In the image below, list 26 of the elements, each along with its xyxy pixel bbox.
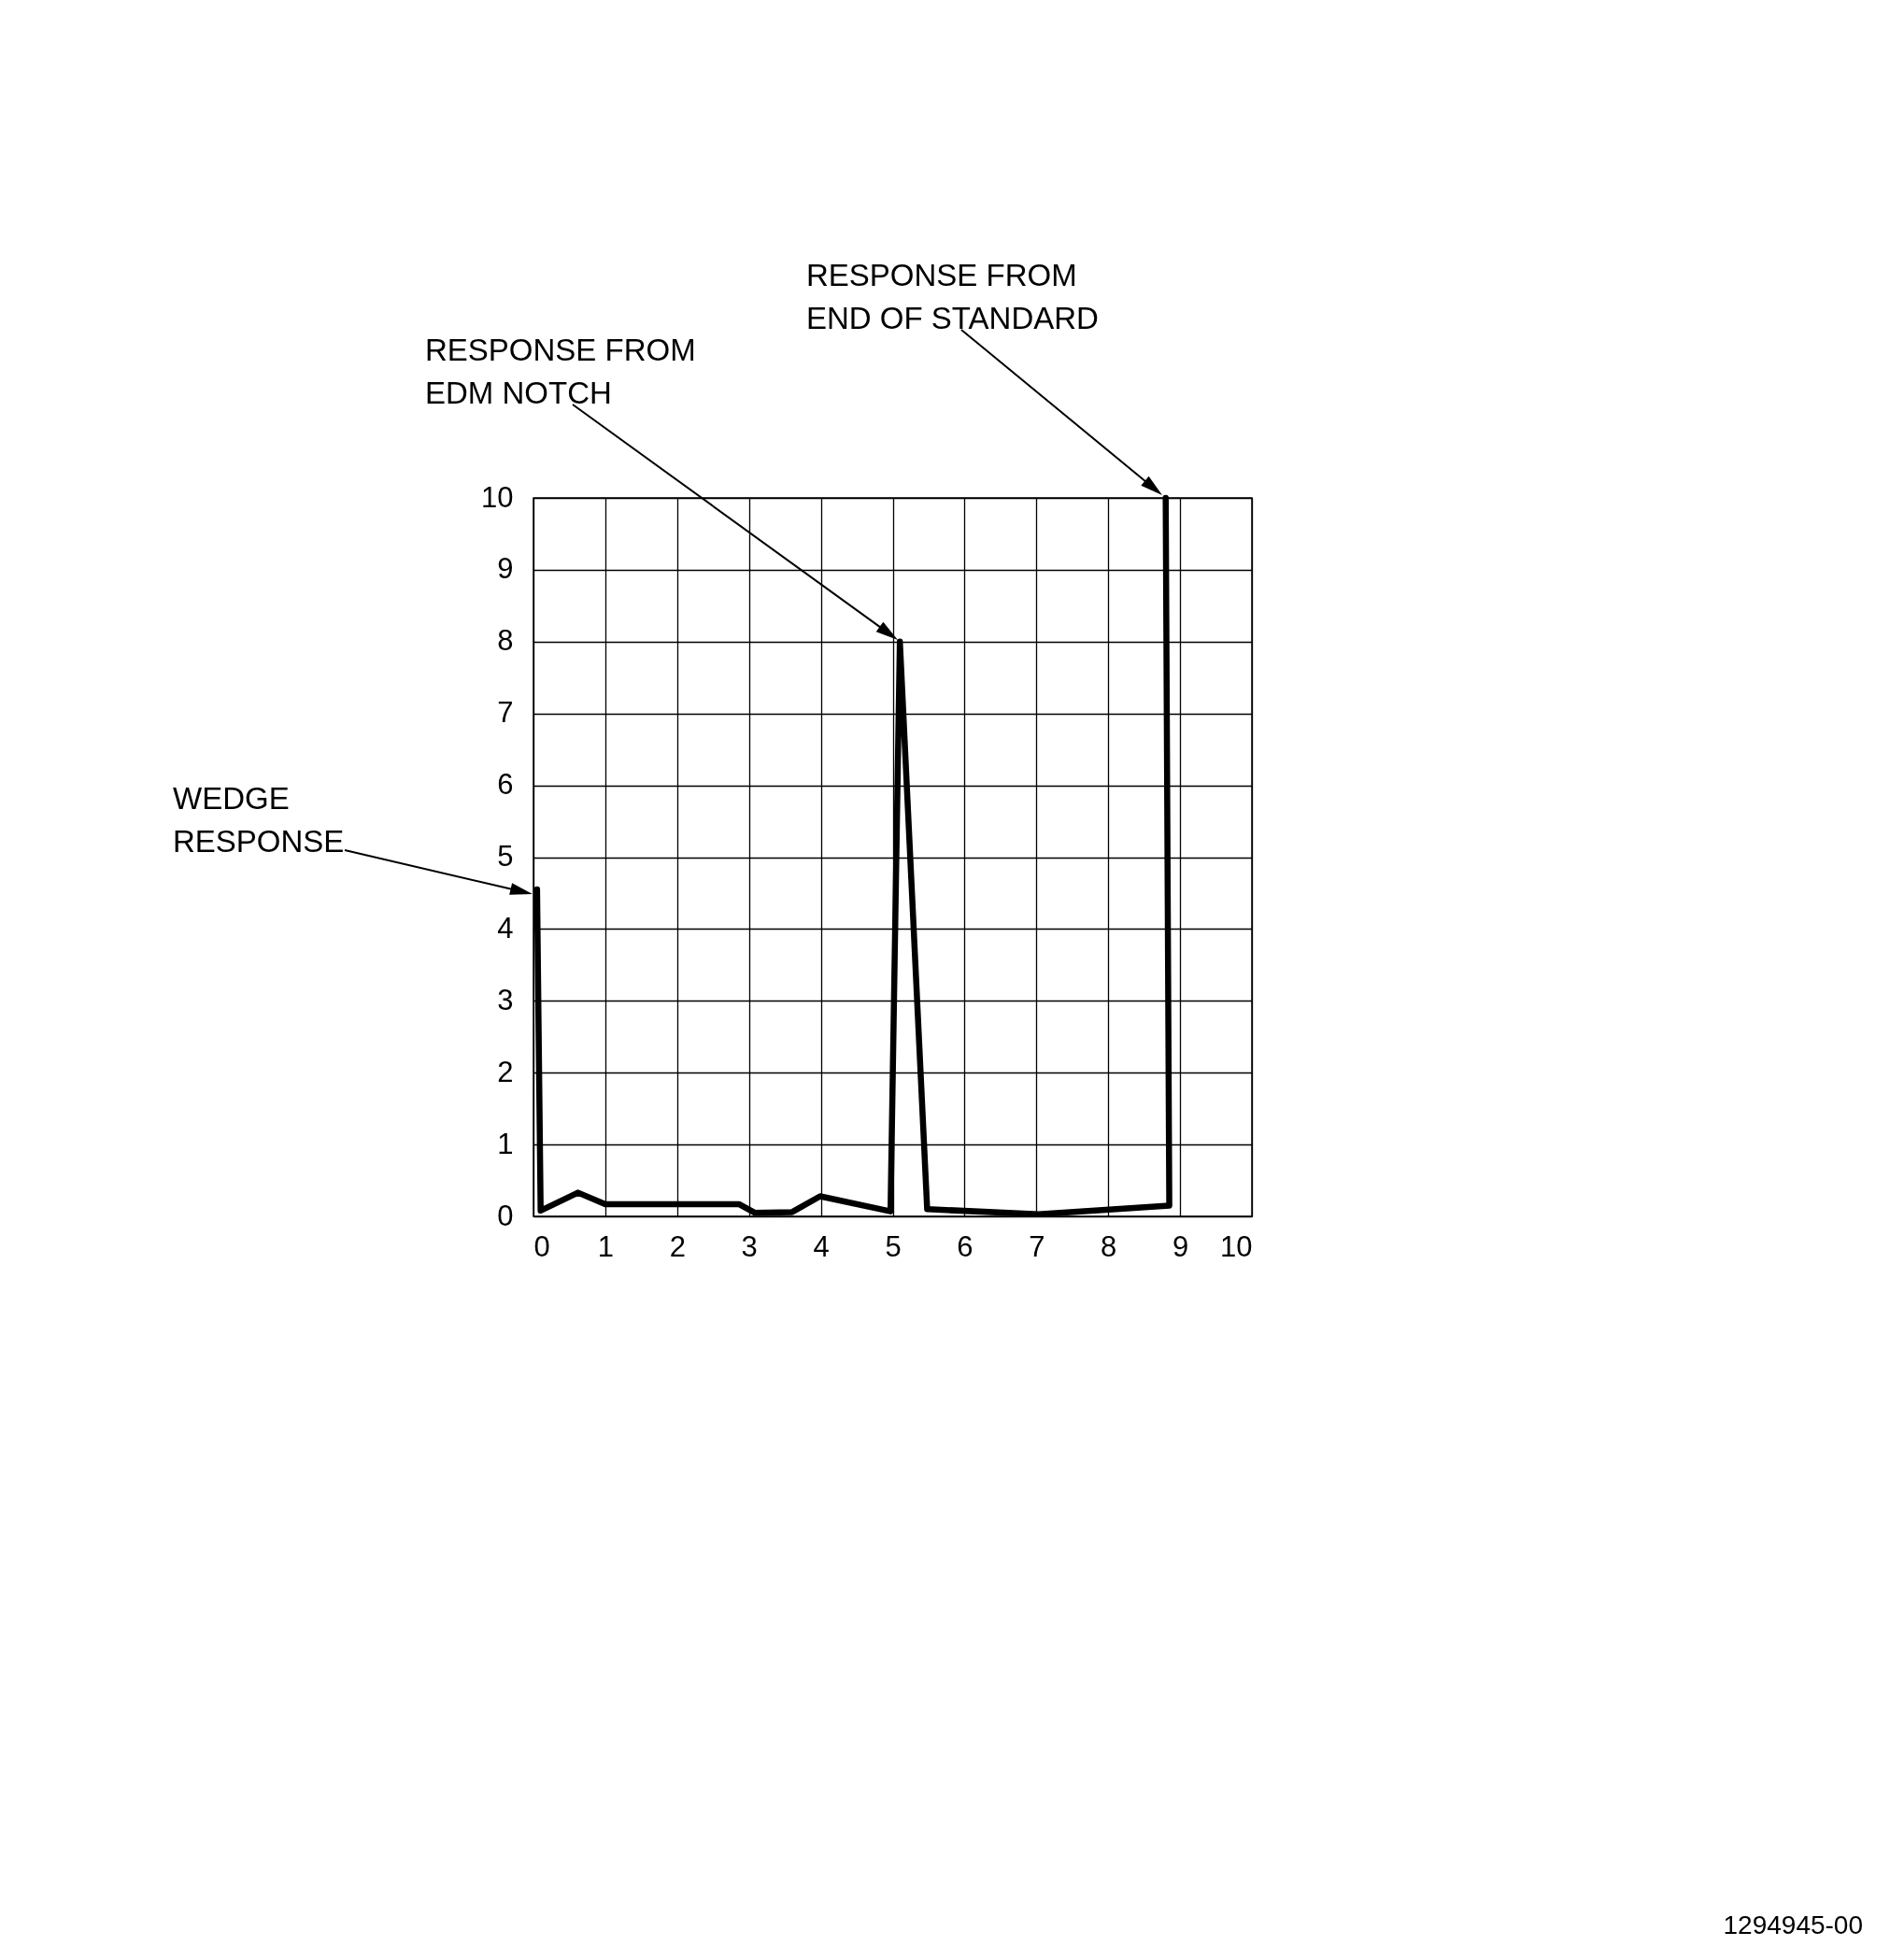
x-tick-label: 0 bbox=[533, 1229, 550, 1263]
text: RESPONSE FROM EDM NOTCH bbox=[425, 333, 696, 410]
x-tick-label: 5 bbox=[885, 1229, 902, 1263]
y-tick-label: 5 bbox=[497, 840, 514, 873]
x-tick-label: 9 bbox=[1172, 1229, 1189, 1263]
text: 1294945-00 bbox=[1723, 1910, 1863, 1939]
text: RESPONSE FROM END OF STANDARD bbox=[806, 258, 1099, 335]
x-tick-label: 4 bbox=[813, 1229, 830, 1263]
x-tick-label: 7 bbox=[1029, 1229, 1045, 1263]
y-tick-label: 1 bbox=[497, 1127, 514, 1160]
y-tick-label: 6 bbox=[497, 768, 514, 802]
y-tick-label: 4 bbox=[497, 911, 514, 944]
x-tick-label: 2 bbox=[669, 1229, 686, 1263]
y-tick-label: 2 bbox=[497, 1055, 514, 1088]
x-tick-label: 8 bbox=[1101, 1229, 1117, 1263]
y-tick-label: 10 bbox=[481, 480, 514, 514]
x-tick-label: 6 bbox=[957, 1229, 973, 1263]
y-tick-label: 8 bbox=[497, 624, 514, 658]
y-tick-label: 3 bbox=[497, 983, 514, 1016]
y-tick-label: 7 bbox=[497, 696, 514, 730]
x-tick-label: 1 bbox=[597, 1229, 615, 1263]
y-tick-label: 9 bbox=[497, 552, 514, 586]
x-tick-label: 3 bbox=[741, 1229, 758, 1263]
y-tick-label: 0 bbox=[497, 1199, 514, 1232]
x-tick-label: 10 bbox=[1220, 1229, 1253, 1263]
text: WEDGE RESPONSE bbox=[173, 781, 345, 859]
